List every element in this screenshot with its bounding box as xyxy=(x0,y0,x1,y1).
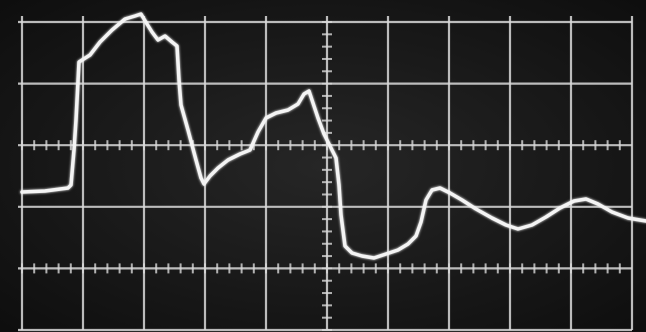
graticule-ticks xyxy=(21,21,621,331)
trace xyxy=(20,12,646,260)
